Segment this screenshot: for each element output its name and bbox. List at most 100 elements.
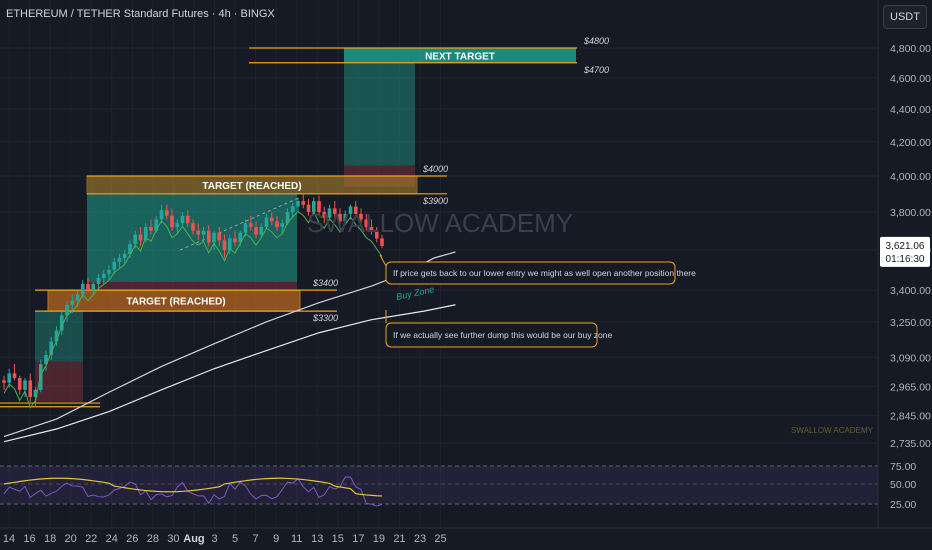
price-level-label: $3900 (422, 196, 448, 206)
candle-body (233, 238, 237, 243)
candle-body (222, 240, 227, 251)
rsi-tick-label: 75.00 (890, 461, 916, 473)
candle-body (128, 244, 132, 254)
chart-title: ETHEREUM / TETHER Standard Futures · 4h … (6, 8, 275, 20)
candle-body (327, 208, 332, 218)
candle-body (201, 230, 206, 235)
candle-body (65, 304, 69, 316)
time-tick-label: 28 (147, 533, 159, 545)
buy-zone-label: Buy Zone (395, 284, 435, 302)
time-axis: 14 16 18 20 22 24 26 28 30 Aug 3 5 7 9 11 13 15 17 19 21 23 2… (0, 527, 932, 545)
candle-body (285, 212, 290, 224)
candle-body (206, 230, 211, 243)
candle-body (353, 206, 358, 214)
price-tick-label: 4,000.00 (890, 171, 931, 183)
candle-body (317, 201, 321, 213)
time-tick-label: 20 (65, 533, 77, 545)
next-target-profit-area (344, 62, 415, 166)
price-level-label: $3400 (312, 278, 338, 288)
lower-profit-area (35, 311, 83, 362)
candle-body (96, 277, 101, 284)
time-tick-label: 7 (253, 533, 259, 545)
trend-dashed-line (179, 196, 301, 251)
candle-body (343, 213, 348, 222)
time-tick-label: 23 (414, 533, 426, 545)
price-level-label: $4700 (583, 65, 609, 75)
currency-button[interactable]: USDT (883, 5, 927, 29)
candle-body (306, 204, 311, 213)
candle-body (238, 232, 243, 243)
candle-body (2, 380, 6, 383)
upper-stop-area (87, 281, 297, 291)
price-tick-label: 3,090.00 (890, 352, 931, 364)
candle-body (180, 215, 185, 224)
candle-body (301, 201, 306, 205)
rsi-ma-line (3, 477, 383, 497)
candle-body (175, 223, 180, 227)
candle-body (149, 226, 153, 231)
next-target-label: NEXT TARGET (425, 51, 495, 62)
time-tick-label: 15 (332, 533, 344, 545)
time-tick-label: 19 (373, 533, 385, 545)
callout-dump-box (385, 322, 598, 348)
time-tick-label: 17 (352, 533, 364, 545)
time-tick-label: Aug (183, 533, 204, 545)
candle-body (33, 389, 38, 398)
candle-body (122, 253, 127, 258)
target-zones (0, 47, 577, 408)
candle-body (159, 210, 164, 220)
price-tick-label: 3,250.00 (890, 317, 931, 329)
candle-body (280, 223, 285, 227)
next-target-box (344, 48, 576, 63)
watermark-center: SWALLOW ACADEMY (307, 208, 573, 238)
callout-dump-text: If we actually see further dump this wou… (393, 330, 613, 340)
price-tick-label: 4,400.00 (890, 104, 931, 116)
candle-body (7, 373, 12, 383)
price-tick-label: 2,735.00 (890, 438, 931, 450)
time-tick-label: 22 (85, 533, 97, 545)
rsi-panel: 75.00 50.00 25.00 (0, 461, 916, 511)
candle-body (191, 223, 195, 231)
time-tick-label: 25 (434, 533, 446, 545)
time-tick-label: 24 (106, 533, 118, 545)
callout-entry-pointer (379, 254, 387, 267)
candle-body (170, 215, 174, 227)
rsi-band (0, 466, 878, 504)
rsi-line (3, 476, 383, 507)
time-tick-label: 9 (273, 533, 279, 545)
candle-body (154, 219, 159, 231)
price-tick-label: 4,800.00 (890, 43, 931, 55)
countdown-text: 01:16:30 (886, 254, 925, 265)
candle-body (364, 219, 369, 227)
time-tick-label: 21 (393, 533, 405, 545)
last-price-text: 3,621.06 (886, 241, 925, 252)
time-tick-label: 30 (167, 533, 179, 545)
candle-body (112, 261, 117, 270)
candle-body (290, 206, 295, 213)
candle-body (107, 269, 111, 274)
candle-body (243, 223, 248, 233)
candle-body (196, 230, 201, 235)
candle-body (164, 210, 169, 216)
candle-body (332, 208, 337, 214)
time-tick-label: 13 (311, 533, 323, 545)
candle-body (54, 330, 59, 342)
candle-body (12, 373, 17, 379)
candle-body (101, 273, 106, 278)
ma-lower-line (3, 304, 456, 443)
annotation-labels: NEXT TARGET TARGET (REACHED) TARGET (REACH… (126, 36, 873, 435)
candle-body (275, 221, 279, 227)
watermark-corner: SWALLOW ACADEMY (791, 426, 874, 435)
candle-body (17, 378, 22, 390)
target-reached-upper-label: TARGET (REACHED) (202, 181, 301, 192)
last-price-badge (880, 236, 930, 267)
candle-body (269, 217, 274, 222)
price-level-label: $3300 (312, 313, 338, 323)
candle-body (264, 217, 269, 227)
price-level-label: $4800 (583, 36, 609, 46)
lower-stop-area (35, 361, 83, 402)
time-tick-label: 26 (126, 533, 138, 545)
candle-body (227, 238, 232, 251)
price-tick-label: 3,800.00 (890, 207, 931, 219)
price-tick-label: 3,400.00 (890, 285, 931, 297)
